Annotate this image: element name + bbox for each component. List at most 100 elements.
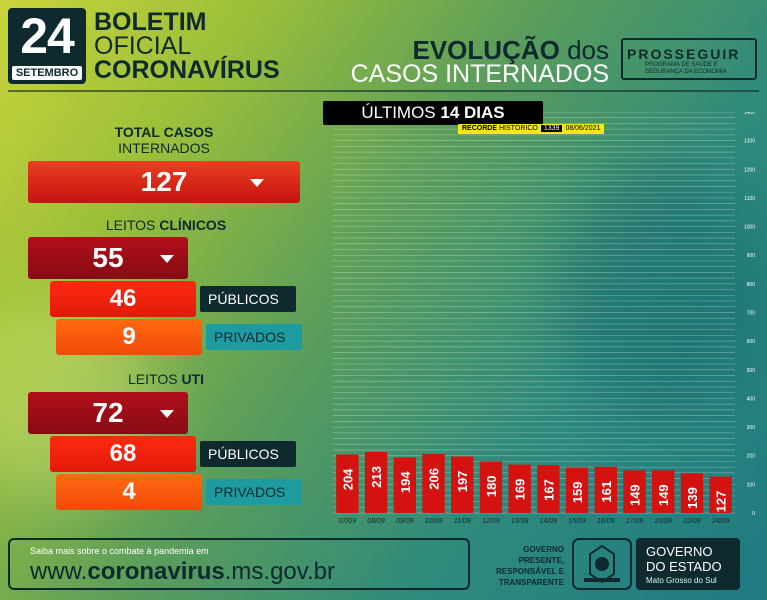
x-tick-label: 20/09 [653,518,672,525]
program-name: PROSSEGUIR [627,46,741,62]
uti-publicos-tag: PÚBLICOS [200,441,296,467]
uti-publicos-value: 68 [109,440,137,467]
gov-line1: GOVERNO [646,544,713,559]
x-tick-label: 15/09 [568,518,586,525]
y-tick-label: 1100 [744,196,755,202]
uti-value-bar: 72 [28,392,188,434]
date-month: SETEMBRO [12,66,82,80]
bar-value-label: 194 [398,471,413,493]
chart-header-bold: 14 DIAS [440,103,505,122]
clinicos-publicos-tag: PÚBLICOS [200,286,296,312]
bar [451,456,474,513]
evolution-title: EVOLUÇÃO dos CASOS INTERNADOS [350,35,609,88]
uti-publicos-bar: 68 [50,436,196,472]
x-tick-label: 24/09 [711,518,730,525]
title-line2: OFICIAL [94,32,192,60]
state-seal-icon [572,538,632,590]
y-tick-label: 100 [747,482,756,488]
bar-value-label: 161 [599,481,614,503]
gov-logo: GOVERNO DO ESTADO Mato Grosso do Sul [636,538,740,590]
x-tick-label: 09/09 [396,518,414,525]
total-value: 127 [140,166,188,197]
total-label: TOTAL CASOS INTERNADOS [90,124,238,156]
x-tick-label: 13/09 [511,518,529,525]
bar [709,476,732,513]
chart-header-light: ÚLTIMOS [361,103,436,122]
evo-bold: EVOLUÇÃO [412,35,560,65]
bar-group: 161 16/09 [594,466,617,525]
bar-value-label: 204 [340,468,355,490]
x-tick-label: 16/09 [597,518,615,525]
bar-group: 149 20/09 [652,470,675,525]
footer-info: Saiba mais sobre o combate à pandemia em [30,546,209,556]
bar-group: 213 08/09 [364,451,388,525]
date-badge: 24 SETEMBRO [8,8,86,84]
bar-value-label: 206 [427,468,442,490]
clinicos-publicos-bar: 46 [50,281,196,317]
bar-value-label: 149 [628,484,643,506]
background-blob [560,160,760,420]
x-tick-label: 08/09 [367,518,385,525]
x-tick-label: 22/09 [682,518,701,525]
record-badge: RECORDE HISTÓRICO 1339 08/06/2021 [458,124,605,134]
x-tick-label: 12/09 [482,518,500,525]
y-tick-label: 800 [747,282,756,288]
chevron-down-icon [160,410,174,418]
uti-privados-tag: PRIVADOS [206,479,302,505]
x-tick-label: 11/09 [454,518,471,525]
bar-group: 159 15/09 [565,467,589,525]
clinicos-privados-value: 9 [122,323,136,350]
clinicos-privados-bar: 9 [56,319,202,355]
bar [594,466,617,513]
total-label-bold: TOTAL CASOS [114,124,214,140]
x-tick-label: 17/09 [626,518,644,525]
bar-group: 206 10/09 [422,453,445,525]
bar-value-label: 167 [541,479,556,501]
uti-label: LEITOS UTI [96,371,236,387]
chart-header: ÚLTIMOS 14 DIAS [323,101,543,125]
bar-group: 149 17/09 [623,470,646,525]
total-value-bar: 127 [28,161,300,203]
gov-line2: DO ESTADO [646,559,722,574]
y-tick-label: 200 [747,454,756,460]
bar-group: 194 09/09 [393,457,416,525]
header-divider [8,90,759,92]
bar-group: 167 14/09 [537,465,560,525]
date-day: 24 [20,8,75,64]
y-tick-label: 400 [747,396,756,402]
bar-group: 197 11/09 [451,456,474,525]
bar-value-label: 127 [714,491,729,513]
bar-value-label: 213 [369,466,384,488]
url-bold: coronavirus [87,558,225,585]
clinicos-privados-tag: PRIVADOS [206,324,302,350]
clinicos-label-bold: CLÍNICOS [159,217,227,233]
chevron-down-icon [160,255,174,263]
evo-line2: CASOS INTERNADOS [350,60,609,88]
x-tick-label: 14/09 [540,518,558,525]
clinicos-label: LEITOS CLÍNICOS [96,217,236,233]
y-tick-label: 500 [747,368,756,374]
y-tick-label: 1200 [744,167,755,173]
bar [565,467,589,513]
y-tick-label: 700 [747,311,756,317]
program-logo: PROSSEGUIR PROGRAMA DE SAÚDE E SEGURANÇA… [621,38,757,80]
footer-url[interactable]: www.coronavirus.ms.gov.br [30,558,335,586]
chevron-down-icon [250,179,264,187]
footer-link-box: Saiba mais sobre o combate à pandemia em… [8,538,470,590]
url-prefix: www. [30,558,88,585]
bar-group: 169 13/09 [508,464,531,525]
bar-value-label: 159 [570,481,585,503]
bar-value-label: 139 [685,487,700,509]
bar-value-label: 149 [656,484,671,506]
record-date: 08/06/2021 [565,125,601,132]
y-tick-label: 900 [747,253,756,259]
y-tick-label: 300 [747,425,756,431]
bar [393,457,416,513]
y-tick-label: 0 [752,511,755,517]
title-line3: CORONAVÍRUS [94,56,280,84]
y-tick-label: 1400 [744,112,755,116]
bar [364,451,388,513]
y-tick-label: 1000 [744,225,755,231]
clinicos-publicos-value: 46 [109,285,137,312]
bulletin-title: BOLETIM OFICIAL CORONAVÍRUS [94,10,280,84]
